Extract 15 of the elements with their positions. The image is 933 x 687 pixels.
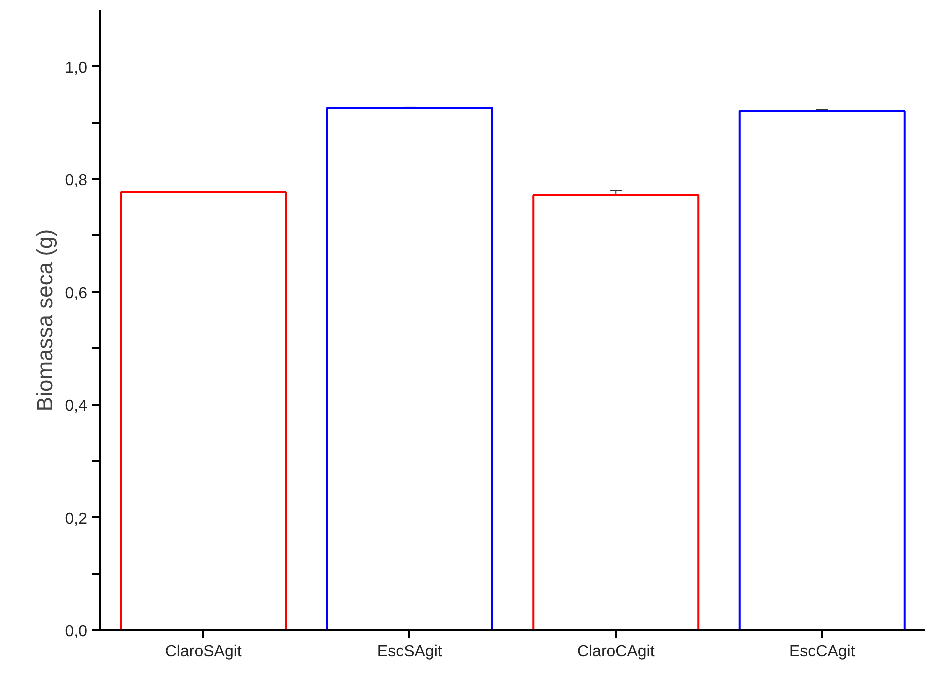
bar <box>120 192 288 630</box>
bar <box>532 194 700 630</box>
x-tick-label: EscCAgit <box>789 644 856 660</box>
y-tick-label: 0,8 <box>65 172 88 190</box>
y-tick-label: 1,0 <box>65 60 88 77</box>
y-tick-label: 0,2 <box>65 510 88 528</box>
x-tick-label: EscSAgit <box>377 644 443 660</box>
y-tick-label: 0,0 <box>65 624 88 640</box>
y-tick-label: 0,4 <box>65 398 88 416</box>
x-tick-label: ClaroCAgit <box>577 644 656 660</box>
bar <box>326 107 494 630</box>
x-tick-label: ClaroSAgit <box>165 644 242 660</box>
bar <box>738 110 906 630</box>
y-tick-label: 0,6 <box>65 285 88 302</box>
y-axis-title: Biomassa seca (g) <box>32 229 58 412</box>
